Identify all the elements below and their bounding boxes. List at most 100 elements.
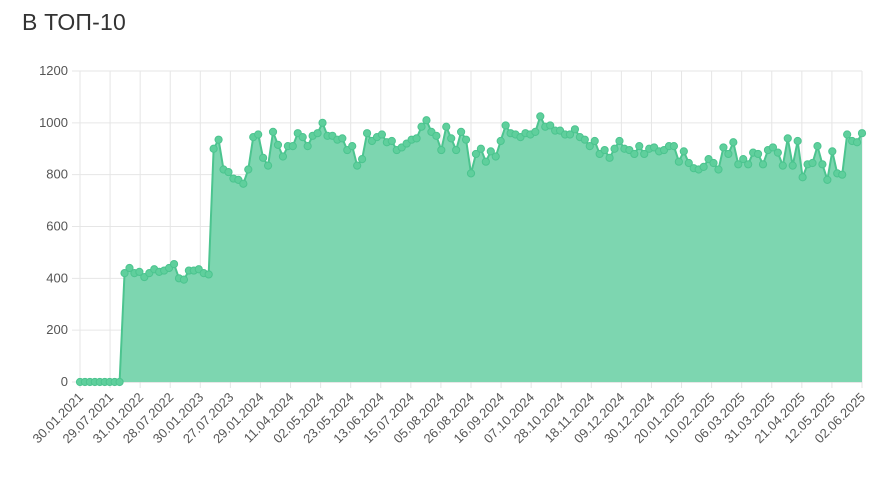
- data-point[interactable]: [471, 149, 481, 159]
- data-point[interactable]: [447, 134, 456, 143]
- y-tick-label: 800: [46, 167, 68, 182]
- data-point[interactable]: [605, 153, 614, 162]
- data-point[interactable]: [457, 127, 466, 136]
- data-point[interactable]: [437, 145, 446, 155]
- data-point[interactable]: [259, 153, 268, 162]
- data-point[interactable]: [120, 269, 129, 278]
- data-point[interactable]: [699, 162, 708, 171]
- data-point[interactable]: [224, 167, 233, 177]
- data-point[interactable]: [422, 116, 431, 125]
- data-point[interactable]: [808, 158, 817, 168]
- data-point[interactable]: [753, 149, 763, 159]
- data-point[interactable]: [412, 134, 421, 143]
- data-point[interactable]: [298, 132, 307, 142]
- data-point[interactable]: [600, 145, 609, 155]
- data-point[interactable]: [318, 118, 327, 127]
- data-point[interactable]: [377, 130, 387, 139]
- data-point[interactable]: [783, 134, 792, 143]
- data-point[interactable]: [857, 129, 867, 138]
- data-point[interactable]: [823, 175, 832, 184]
- data-point[interactable]: [442, 122, 451, 131]
- data-point[interactable]: [640, 149, 649, 159]
- data-point[interactable]: [501, 121, 510, 130]
- data-point[interactable]: [179, 275, 189, 284]
- data-point[interactable]: [353, 161, 362, 170]
- data-point[interactable]: [590, 136, 599, 146]
- data-point[interactable]: [734, 160, 743, 169]
- data-point[interactable]: [214, 135, 223, 144]
- data-point[interactable]: [452, 145, 461, 155]
- data-point[interactable]: [843, 130, 852, 139]
- data-point[interactable]: [268, 127, 278, 136]
- data-point[interactable]: [630, 149, 639, 159]
- data-point[interactable]: [818, 160, 827, 169]
- data-point[interactable]: [714, 165, 723, 174]
- data-point[interactable]: [739, 155, 748, 164]
- data-point[interactable]: [313, 129, 322, 138]
- y-tick-label: 600: [46, 219, 68, 234]
- data-point[interactable]: [679, 147, 688, 156]
- data-point[interactable]: [813, 142, 822, 151]
- data-point[interactable]: [798, 173, 807, 182]
- data-point[interactable]: [788, 161, 797, 170]
- data-point[interactable]: [585, 142, 594, 151]
- data-point[interactable]: [768, 143, 778, 152]
- data-point[interactable]: [852, 138, 862, 147]
- data-point[interactable]: [135, 267, 144, 276]
- data-point[interactable]: [580, 135, 589, 144]
- data-point[interactable]: [491, 152, 500, 161]
- data-point[interactable]: [338, 134, 347, 143]
- data-point[interactable]: [615, 136, 624, 146]
- data-point[interactable]: [209, 144, 218, 153]
- data-point[interactable]: [719, 143, 728, 152]
- data-point[interactable]: [115, 377, 124, 387]
- data-point[interactable]: [724, 149, 733, 159]
- data-point[interactable]: [546, 121, 555, 130]
- y-tick-label: 400: [46, 270, 68, 285]
- data-point[interactable]: [303, 142, 312, 151]
- y-axis-ticks: 0 200 400 600 800 1000 1200: [39, 63, 68, 389]
- data-point[interactable]: [744, 160, 753, 169]
- data-point[interactable]: [496, 136, 505, 146]
- data-point[interactable]: [486, 147, 495, 156]
- data-point[interactable]: [838, 170, 847, 179]
- data-point[interactable]: [204, 270, 213, 279]
- data-point[interactable]: [536, 112, 545, 121]
- data-point[interactable]: [773, 148, 782, 157]
- data-point[interactable]: [263, 161, 273, 170]
- data-point[interactable]: [669, 142, 679, 151]
- y-tick-label: 1200: [39, 63, 68, 78]
- data-point[interactable]: [125, 263, 134, 273]
- data-point[interactable]: [432, 131, 441, 140]
- data-point[interactable]: [348, 142, 357, 151]
- data-point[interactable]: [778, 161, 787, 170]
- data-point[interactable]: [565, 130, 575, 139]
- data-point[interactable]: [610, 144, 619, 153]
- data-point[interactable]: [362, 129, 372, 138]
- data-point[interactable]: [531, 127, 540, 136]
- data-point[interactable]: [476, 144, 485, 153]
- data-point[interactable]: [278, 152, 288, 161]
- chart-title: В ТОП-10: [22, 9, 127, 35]
- data-point[interactable]: [288, 142, 297, 151]
- data-point[interactable]: [466, 169, 476, 178]
- data-point[interactable]: [684, 158, 693, 168]
- data-point[interactable]: [635, 142, 644, 151]
- data-point[interactable]: [709, 158, 718, 168]
- data-point[interactable]: [387, 136, 396, 146]
- data-point[interactable]: [828, 147, 837, 156]
- data-point[interactable]: [729, 138, 738, 147]
- data-point[interactable]: [254, 130, 263, 139]
- data-point[interactable]: [417, 122, 426, 131]
- data-point[interactable]: [758, 160, 768, 169]
- data-point[interactable]: [358, 155, 367, 164]
- data-point[interactable]: [244, 165, 253, 174]
- data-point[interactable]: [239, 179, 248, 188]
- data-point[interactable]: [570, 125, 580, 134]
- data-point[interactable]: [674, 157, 683, 166]
- data-point[interactable]: [481, 157, 490, 166]
- data-point[interactable]: [273, 140, 283, 149]
- data-point[interactable]: [793, 136, 802, 146]
- data-point[interactable]: [169, 259, 179, 269]
- data-point[interactable]: [461, 135, 471, 144]
